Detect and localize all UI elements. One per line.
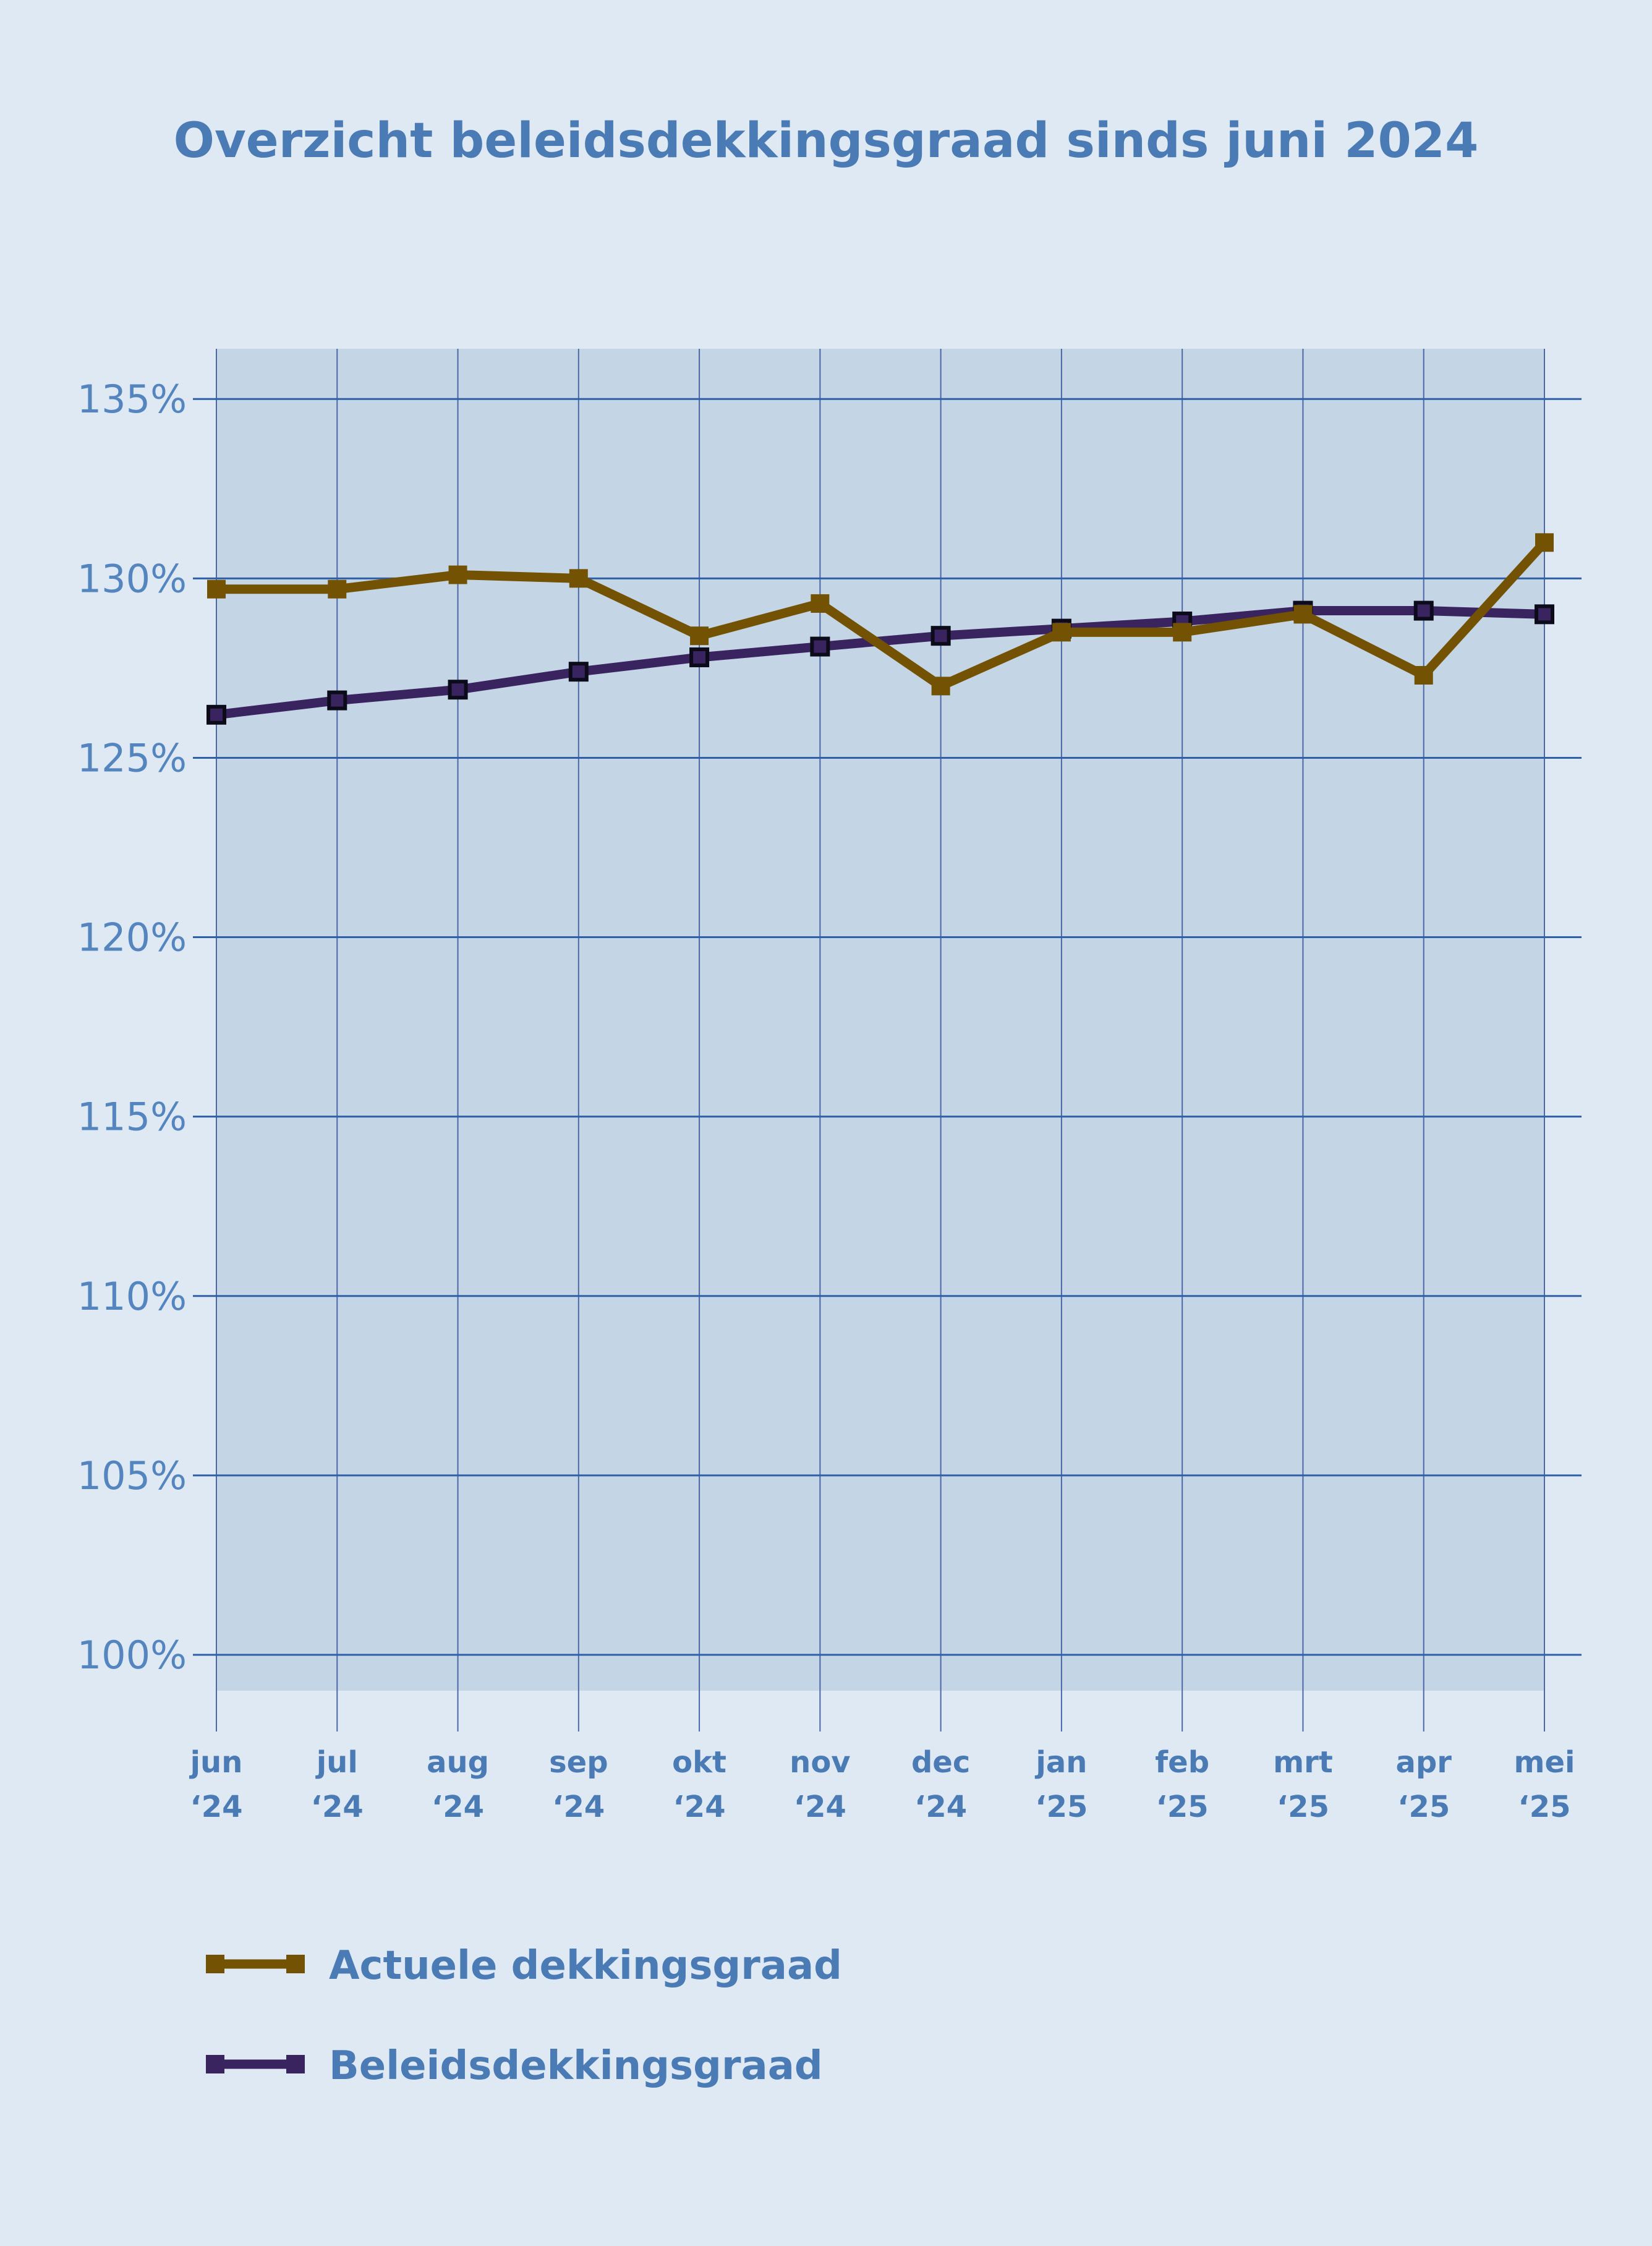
plot-area <box>216 349 1544 1691</box>
x-tick-label-year: ‘24 <box>914 1790 967 1824</box>
legend-marker-actuele-left <box>206 1955 224 1973</box>
y-tick-label: 110% <box>77 1274 187 1319</box>
x-axis-ticks: jun ‘24 jul ‘24 aug ‘24 sep ‘24 okt ‘24 nov ‘24 dec ‘… <box>189 1745 1575 1824</box>
series-0-point <box>1293 605 1313 624</box>
legend-label-actuele: Actuele dekkingsgraad <box>329 1943 842 1989</box>
x-tick-label-year: ‘24 <box>673 1790 726 1824</box>
series-1-point <box>206 704 226 725</box>
x-tick-label-month: mei <box>1514 1745 1575 1780</box>
series-0-point <box>448 565 467 584</box>
series-0-point <box>1173 623 1192 642</box>
x-tick-label-month: aug <box>427 1745 489 1780</box>
x-tick-label-year: ‘24 <box>794 1790 846 1824</box>
series-0-point <box>690 626 709 646</box>
legend-marker-actuele-right <box>286 1955 305 1973</box>
series-1-point <box>689 647 710 667</box>
series-line-0 <box>216 539 1548 691</box>
legend-item-beleids: Beleidsdekkingsgraad <box>206 2043 823 2089</box>
chart-title: Overzicht beleidsdekkingsgraad sinds jun… <box>174 113 1479 169</box>
legend: Actuele dekkingsgraad Beleidsdekkingsgra… <box>206 1943 842 2089</box>
x-tick-label-year: ‘24 <box>552 1790 605 1824</box>
series-0-point <box>1414 665 1433 685</box>
x-tick-label-year: ‘25 <box>1277 1790 1329 1824</box>
y-tick-label: 135% <box>77 377 187 422</box>
x-tick-label-year: ‘25 <box>1156 1790 1209 1824</box>
y-tick-label: 120% <box>77 915 187 960</box>
y-tick-label: 100% <box>77 1633 187 1678</box>
x-tick-label-month: okt <box>672 1745 726 1780</box>
x-tick-label-month: dec <box>911 1745 970 1780</box>
series-1-point <box>568 662 589 682</box>
series-0-point <box>1052 623 1071 642</box>
x-tick-label-month: feb <box>1155 1745 1209 1780</box>
x-tick-label-month: apr <box>1396 1745 1452 1780</box>
series-layer <box>206 533 1554 725</box>
series-1-point <box>1535 604 1554 625</box>
legend-item-actuele: Actuele dekkingsgraad <box>206 1943 842 1989</box>
x-tick-label-month: jun <box>189 1745 243 1780</box>
series-0-point <box>328 579 347 599</box>
x-tick-label-month: jan <box>1034 1745 1087 1780</box>
y-tick-label: 125% <box>77 735 187 780</box>
series-0-point <box>569 569 588 588</box>
y-tick-label: 130% <box>77 556 187 601</box>
y-axis-ticks: 100% 105% 110% 115% 120% 125% 130% 135% <box>77 377 187 1678</box>
series-1-point <box>448 680 468 700</box>
series-1-point <box>930 626 951 646</box>
x-tick-label-year: ‘25 <box>1518 1790 1570 1824</box>
x-tick-label-month: mrt <box>1273 1745 1333 1780</box>
series-0-point <box>1535 533 1554 552</box>
x-tick-label-month: sep <box>549 1745 608 1780</box>
legend-marker-beleids-right <box>286 2055 305 2073</box>
legend-marker-beleids-left <box>206 2055 224 2073</box>
x-tick-label-year: ‘24 <box>190 1790 242 1824</box>
y-tick-label: 105% <box>77 1453 187 1498</box>
x-tick-label-year: ‘25 <box>1397 1790 1450 1824</box>
series-1-point <box>327 690 347 711</box>
x-tick-label-year: ‘24 <box>432 1790 484 1824</box>
series-0-point <box>207 579 226 599</box>
y-tick-label: 115% <box>77 1095 187 1140</box>
x-tick-label-year: ‘24 <box>311 1790 364 1824</box>
x-tick-label-month: jul <box>315 1745 358 1780</box>
legend-label-beleids: Beleidsdekkingsgraad <box>329 2043 823 2089</box>
x-tick-label-year: ‘25 <box>1035 1790 1088 1824</box>
series-1-point <box>810 636 830 657</box>
x-tick-label-month: nov <box>790 1745 850 1780</box>
series-1-point <box>1413 600 1434 621</box>
series-0-point <box>931 677 950 696</box>
series-0-point <box>811 594 830 613</box>
